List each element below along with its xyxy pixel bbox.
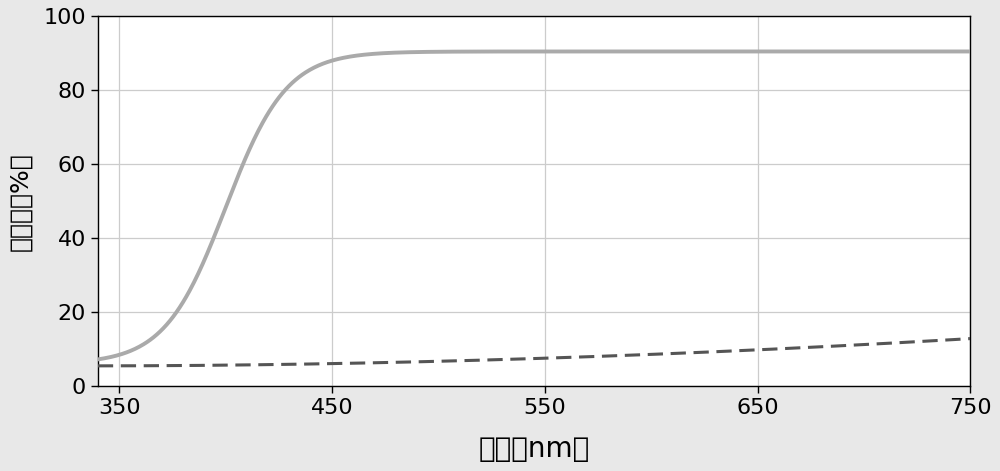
Y-axis label: 反射率（%）: 反射率（%） <box>8 152 32 251</box>
X-axis label: 波长（nm）: 波长（nm） <box>478 435 590 463</box>
